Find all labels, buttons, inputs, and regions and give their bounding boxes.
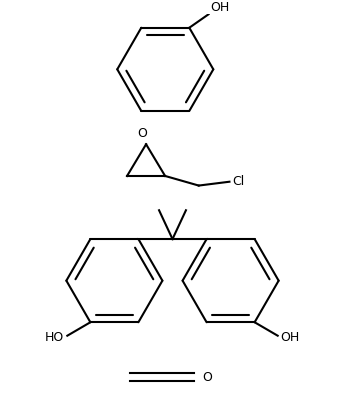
Text: O: O [202,370,212,383]
Text: O: O [137,127,147,140]
Text: HO: HO [45,330,65,343]
Text: OH: OH [210,1,230,14]
Text: OH: OH [280,330,300,343]
Text: Cl: Cl [232,175,245,188]
